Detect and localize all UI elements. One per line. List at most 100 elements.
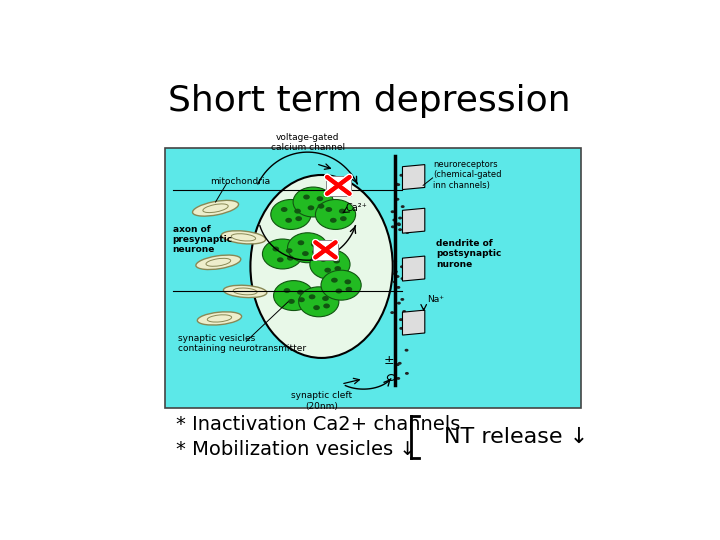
Circle shape: [330, 218, 337, 223]
Circle shape: [277, 258, 284, 262]
Circle shape: [324, 268, 331, 273]
Text: axon of
presynaptic
neurone: axon of presynaptic neurone: [173, 225, 233, 254]
Text: dendrite of
postsynaptic
nurone: dendrite of postsynaptic nurone: [436, 239, 501, 269]
Ellipse shape: [192, 200, 238, 216]
Circle shape: [320, 257, 327, 262]
Text: * Mobilization vesicles ↓: * Mobilization vesicles ↓: [176, 440, 416, 459]
Polygon shape: [402, 256, 425, 281]
Circle shape: [397, 362, 402, 364]
Circle shape: [398, 217, 402, 219]
Circle shape: [322, 296, 329, 301]
Circle shape: [323, 303, 330, 308]
Ellipse shape: [197, 312, 242, 325]
Circle shape: [285, 218, 292, 223]
Polygon shape: [402, 310, 425, 335]
Circle shape: [398, 228, 402, 231]
Circle shape: [397, 222, 400, 225]
Circle shape: [393, 280, 397, 284]
Circle shape: [318, 204, 325, 208]
Circle shape: [333, 259, 340, 264]
Circle shape: [390, 311, 394, 314]
Circle shape: [400, 327, 403, 330]
Circle shape: [406, 262, 410, 265]
Circle shape: [339, 208, 346, 214]
Circle shape: [312, 249, 319, 254]
Circle shape: [402, 310, 406, 313]
Text: neuroreceptors
(chemical-gated
inn channels): neuroreceptors (chemical-gated inn chann…: [433, 160, 502, 190]
Circle shape: [287, 255, 294, 261]
Text: Na⁺: Na⁺: [428, 295, 444, 304]
Circle shape: [307, 205, 315, 210]
Ellipse shape: [251, 175, 392, 358]
Ellipse shape: [221, 231, 266, 244]
Polygon shape: [402, 208, 425, 233]
Circle shape: [397, 286, 400, 289]
Circle shape: [405, 372, 409, 375]
Circle shape: [400, 277, 405, 280]
Ellipse shape: [196, 255, 240, 269]
Text: * Inactivation Ca2+ channels: * Inactivation Ca2+ channels: [176, 415, 461, 434]
Circle shape: [391, 225, 395, 228]
Circle shape: [336, 288, 342, 294]
Circle shape: [346, 287, 352, 292]
Text: Ca²⁺: Ca²⁺: [346, 203, 367, 213]
Circle shape: [395, 198, 400, 201]
Text: NT release ↓: NT release ↓: [444, 427, 588, 447]
Circle shape: [400, 174, 403, 177]
Circle shape: [393, 272, 397, 275]
Circle shape: [281, 207, 287, 212]
Circle shape: [405, 231, 409, 234]
Circle shape: [334, 266, 341, 271]
Circle shape: [317, 196, 323, 201]
Polygon shape: [402, 165, 425, 190]
Circle shape: [310, 249, 350, 279]
Text: ±: ±: [383, 354, 394, 367]
Circle shape: [284, 288, 290, 293]
Circle shape: [400, 298, 404, 301]
Circle shape: [395, 275, 400, 278]
Circle shape: [397, 302, 401, 305]
Circle shape: [325, 207, 332, 212]
Text: voltage-gated
calcium channel: voltage-gated calcium channel: [271, 133, 345, 152]
Circle shape: [405, 175, 410, 178]
Circle shape: [394, 183, 398, 185]
Circle shape: [298, 297, 305, 302]
Circle shape: [297, 240, 305, 245]
Circle shape: [396, 377, 400, 380]
Circle shape: [309, 294, 315, 299]
FancyBboxPatch shape: [326, 176, 351, 196]
Circle shape: [262, 239, 302, 269]
Ellipse shape: [223, 285, 267, 298]
Circle shape: [391, 210, 395, 213]
Circle shape: [404, 276, 408, 279]
Circle shape: [393, 260, 397, 263]
Circle shape: [293, 187, 333, 217]
Circle shape: [302, 251, 309, 256]
FancyBboxPatch shape: [313, 240, 338, 260]
Circle shape: [392, 219, 396, 221]
Circle shape: [315, 199, 356, 230]
Circle shape: [331, 278, 338, 282]
Circle shape: [344, 279, 351, 285]
Text: Short term depression: Short term depression: [168, 84, 570, 118]
Circle shape: [295, 216, 302, 221]
Circle shape: [340, 216, 347, 221]
Circle shape: [399, 318, 403, 321]
Circle shape: [397, 223, 401, 226]
Circle shape: [299, 287, 339, 317]
Circle shape: [321, 270, 361, 300]
Circle shape: [311, 242, 318, 247]
Circle shape: [396, 363, 400, 366]
Circle shape: [400, 265, 404, 268]
FancyBboxPatch shape: [166, 148, 581, 408]
Circle shape: [396, 183, 400, 186]
Circle shape: [394, 270, 397, 273]
Circle shape: [401, 205, 405, 208]
Circle shape: [287, 233, 328, 263]
Circle shape: [313, 305, 320, 310]
Circle shape: [272, 246, 279, 252]
Text: synaptic vesicles
containing neurotransmitter: synaptic vesicles containing neurotransm…: [178, 334, 306, 353]
Circle shape: [271, 199, 311, 230]
Circle shape: [297, 290, 304, 295]
Circle shape: [288, 299, 294, 304]
